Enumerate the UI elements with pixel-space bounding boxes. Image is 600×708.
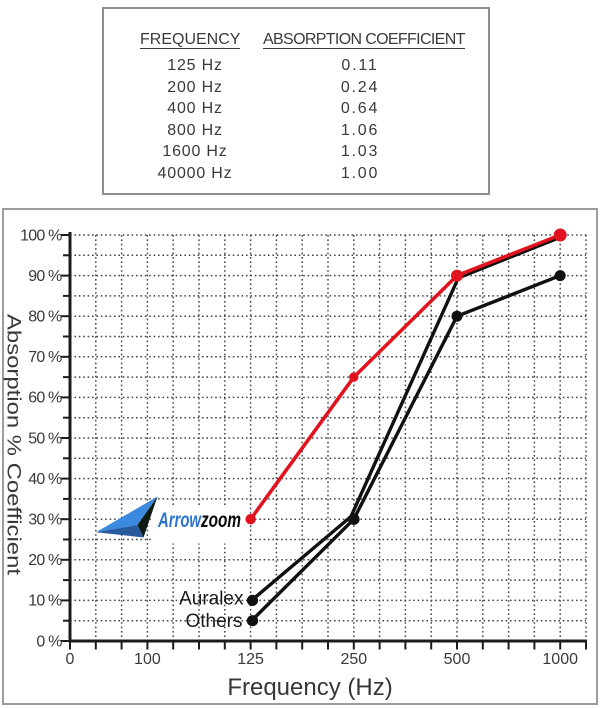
svg-text:500: 500 (444, 651, 471, 668)
svg-text:10 %: 10 % (28, 593, 62, 610)
svg-text:80 %: 80 % (28, 309, 62, 326)
svg-text:0 %: 0 % (36, 633, 62, 650)
svg-text:0: 0 (66, 651, 75, 668)
svg-text:20 %: 20 % (28, 552, 62, 569)
svg-text:125: 125 (237, 651, 264, 668)
svg-text:Arrow: Arrow (157, 509, 202, 532)
svg-text:40 %: 40 % (28, 471, 62, 488)
svg-text:Absorption % Coefficient: Absorption % Coefficient (3, 314, 24, 576)
svg-text:50 %: 50 % (28, 430, 62, 447)
svg-text:Auralex: Auralex (179, 589, 244, 610)
svg-text:zoom: zoom (200, 509, 241, 532)
svg-text:100: 100 (134, 651, 161, 668)
svg-text:30 %: 30 % (28, 512, 62, 529)
svg-text:Others: Others (185, 611, 242, 632)
svg-text:90 %: 90 % (28, 268, 62, 285)
svg-text:Frequency (Hz): Frequency (Hz) (227, 674, 392, 701)
svg-text:1000: 1000 (542, 651, 578, 668)
svg-text:60 %: 60 % (28, 390, 62, 407)
svg-text:250: 250 (340, 651, 367, 668)
svg-text:100 %: 100 % (20, 227, 62, 244)
svg-text:70 %: 70 % (28, 349, 62, 366)
